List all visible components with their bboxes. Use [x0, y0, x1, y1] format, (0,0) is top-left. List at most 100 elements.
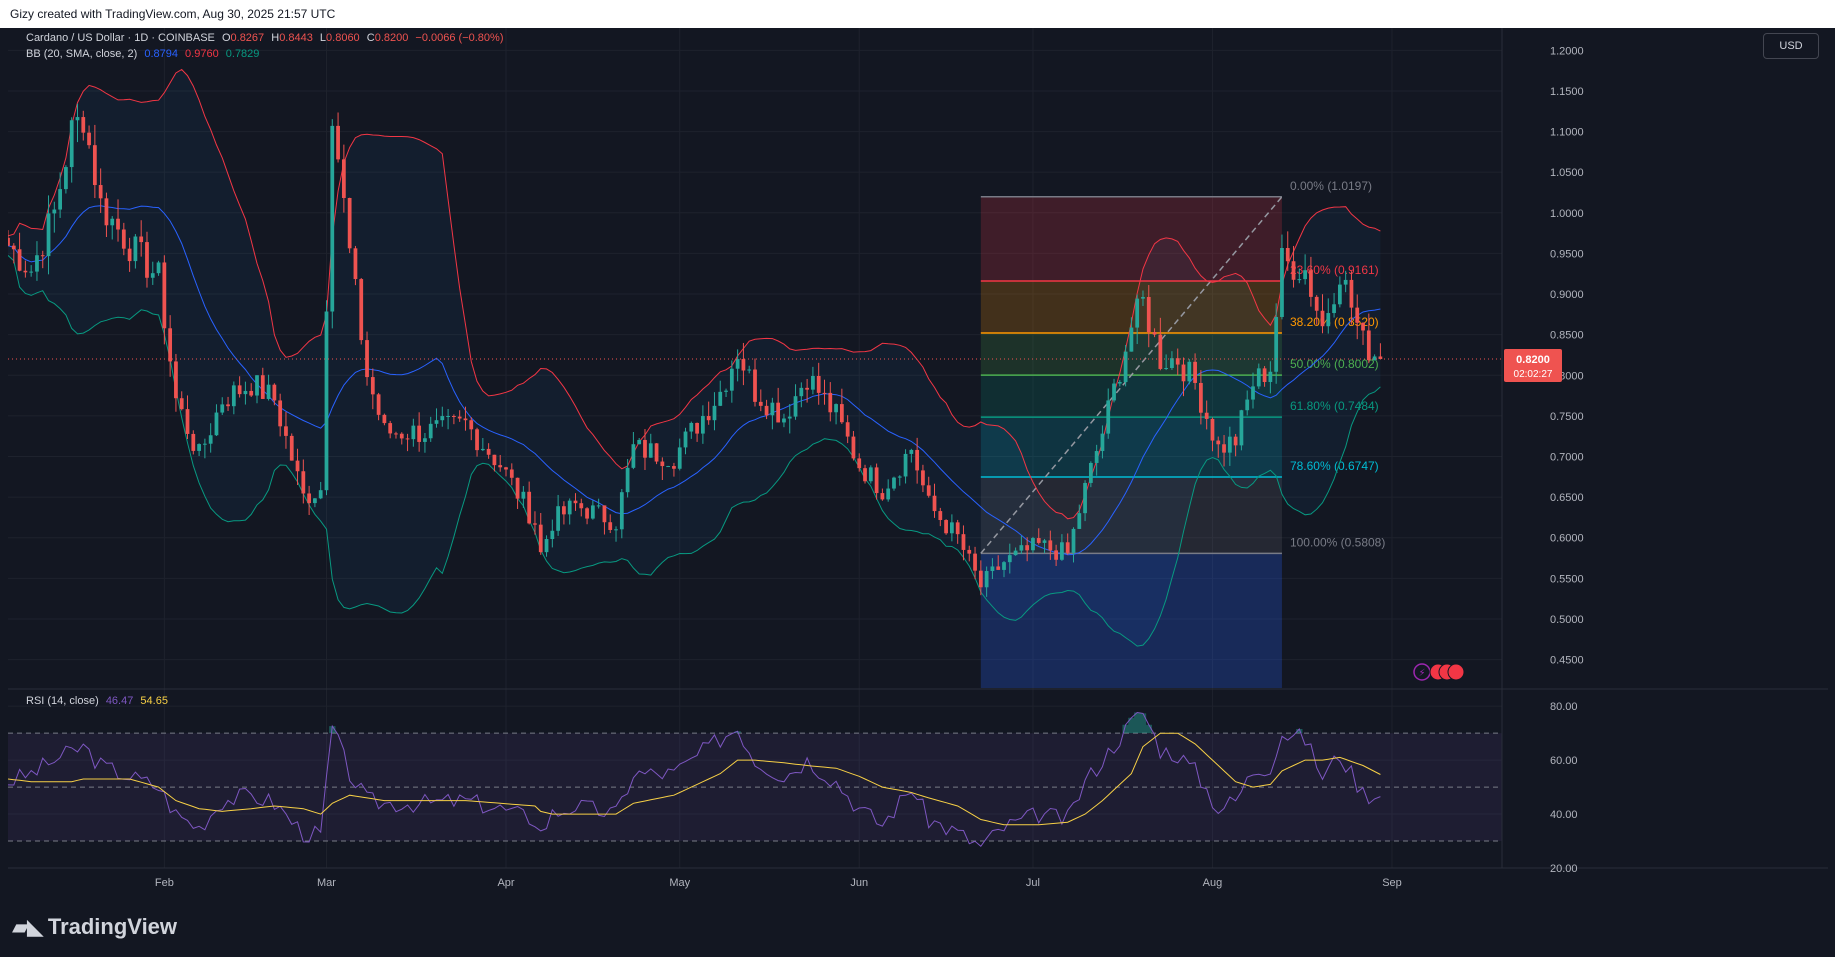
- candle-body[interactable]: [590, 505, 595, 519]
- candle-body[interactable]: [139, 236, 144, 243]
- candle-body[interactable]: [1199, 382, 1203, 413]
- candle-body[interactable]: [243, 390, 248, 395]
- candle-body[interactable]: [179, 398, 184, 410]
- candle-body[interactable]: [961, 534, 966, 550]
- candle-body[interactable]: [336, 125, 340, 160]
- candle-body[interactable]: [660, 461, 665, 467]
- candle-body[interactable]: [562, 506, 566, 515]
- candle-body[interactable]: [706, 416, 711, 421]
- candle-body[interactable]: [984, 571, 989, 588]
- candle-body[interactable]: [324, 311, 329, 491]
- candle-body[interactable]: [689, 422, 694, 432]
- candle-body[interactable]: [1007, 555, 1012, 563]
- candle-body[interactable]: [1100, 433, 1105, 452]
- candle-body[interactable]: [973, 553, 977, 571]
- candle-body[interactable]: [573, 500, 578, 504]
- candle-body[interactable]: [1048, 540, 1053, 551]
- candle-body[interactable]: [724, 390, 728, 392]
- candle-body[interactable]: [480, 448, 485, 451]
- candle-body[interactable]: [834, 404, 838, 413]
- candle-body[interactable]: [701, 416, 705, 434]
- rsi-label[interactable]: RSI (14, close): [26, 695, 99, 707]
- candle-body[interactable]: [1088, 462, 1093, 483]
- candle-body[interactable]: [203, 443, 207, 445]
- candle-body[interactable]: [504, 467, 508, 470]
- candle-body[interactable]: [150, 273, 155, 278]
- candle-body[interactable]: [1262, 368, 1267, 382]
- candle-body[interactable]: [515, 477, 520, 499]
- candle-body[interactable]: [1268, 371, 1273, 382]
- candle-body[interactable]: [23, 270, 28, 273]
- candle-body[interactable]: [1378, 356, 1383, 360]
- candle-body[interactable]: [1245, 399, 1250, 411]
- candle-body[interactable]: [307, 493, 311, 504]
- candle-body[interactable]: [1366, 330, 1371, 361]
- candle-body[interactable]: [295, 460, 300, 472]
- candle-body[interactable]: [376, 394, 381, 415]
- candle-body[interactable]: [440, 416, 445, 421]
- candle-body[interactable]: [75, 117, 80, 121]
- candle-body[interactable]: [1216, 440, 1221, 445]
- candle-body[interactable]: [411, 425, 416, 440]
- candle-body[interactable]: [486, 448, 491, 455]
- candle-body[interactable]: [677, 447, 682, 469]
- candle-body[interactable]: [370, 377, 375, 395]
- candle-body[interactable]: [1297, 279, 1302, 281]
- candle-body[interactable]: [1013, 550, 1018, 556]
- candle-body[interactable]: [1280, 247, 1284, 317]
- candle-body[interactable]: [625, 467, 630, 493]
- candle-body[interactable]: [145, 242, 149, 278]
- candle-body[interactable]: [289, 435, 294, 461]
- candle-body[interactable]: [428, 423, 433, 439]
- candle-body[interactable]: [1170, 358, 1174, 369]
- candle-body[interactable]: [863, 468, 867, 482]
- candle-body[interactable]: [434, 420, 439, 424]
- candle-body[interactable]: [313, 498, 317, 504]
- candle-body[interactable]: [174, 361, 178, 399]
- candle-body[interactable]: [585, 508, 589, 519]
- candle-body[interactable]: [839, 404, 844, 423]
- candle-body[interactable]: [446, 416, 450, 418]
- candle-body[interactable]: [1187, 361, 1192, 382]
- candle-body[interactable]: [98, 185, 103, 199]
- candle-body[interactable]: [921, 470, 925, 486]
- candle-body[interactable]: [17, 249, 22, 271]
- candle-body[interactable]: [608, 522, 613, 530]
- candle-body[interactable]: [52, 209, 57, 214]
- candle-body[interactable]: [301, 471, 306, 494]
- fib-trend-line[interactable]: [980, 196, 1283, 554]
- candle-body[interactable]: [133, 236, 138, 262]
- candle-body[interactable]: [868, 467, 873, 482]
- candle-body[interactable]: [81, 117, 86, 133]
- candle-body[interactable]: [955, 522, 960, 535]
- candle-body[interactable]: [347, 197, 352, 249]
- candle-body[interactable]: [1071, 528, 1076, 553]
- candle-body[interactable]: [1112, 383, 1116, 401]
- candle-body[interactable]: [457, 416, 462, 419]
- candle-body[interactable]: [782, 418, 786, 423]
- candle-body[interactable]: [1123, 351, 1128, 383]
- candle-body[interactable]: [712, 405, 717, 421]
- candle-body[interactable]: [237, 385, 242, 395]
- candle-body[interactable]: [1239, 410, 1244, 446]
- candle-body[interactable]: [1094, 451, 1099, 463]
- candle-body[interactable]: [226, 404, 230, 407]
- candle-body[interactable]: [1164, 368, 1169, 370]
- candle-body[interactable]: [857, 458, 862, 469]
- candle-body[interactable]: [1227, 436, 1232, 453]
- candle-body[interactable]: [619, 492, 624, 530]
- candle-body[interactable]: [69, 120, 74, 168]
- candle-body[interactable]: [469, 420, 474, 430]
- candle-body[interactable]: [550, 530, 555, 540]
- candle-body[interactable]: [654, 443, 659, 462]
- candle-body[interactable]: [365, 340, 369, 378]
- candle-body[interactable]: [897, 476, 902, 478]
- candle-body[interactable]: [648, 443, 653, 458]
- candle-body[interactable]: [46, 213, 51, 257]
- candle-body[interactable]: [596, 505, 601, 507]
- candle-body[interactable]: [1337, 284, 1342, 305]
- candle-body[interactable]: [1343, 279, 1348, 285]
- candle-body[interactable]: [1054, 550, 1058, 560]
- candle-body[interactable]: [828, 392, 833, 413]
- candle-body[interactable]: [1349, 279, 1354, 308]
